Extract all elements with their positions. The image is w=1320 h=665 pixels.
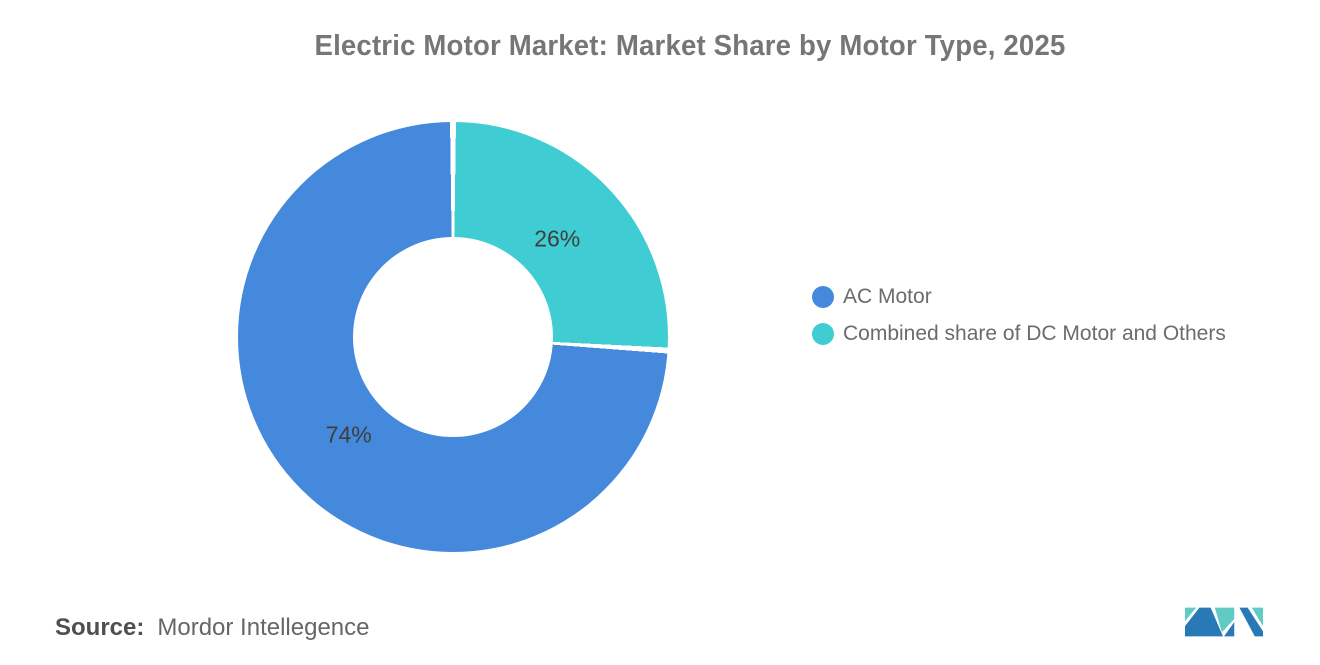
mordor-intelligence-logo xyxy=(1185,607,1263,637)
donut-hole xyxy=(353,237,553,437)
legend-marker-dc-motor-others-icon xyxy=(812,323,834,345)
legend-marker-ac-motor-icon xyxy=(812,286,834,308)
legend-item-dc-motor-others[interactable]: Combined share of DC Motor and Others xyxy=(812,322,1226,346)
source-text: Mordor Intellegence xyxy=(157,614,370,641)
legend: AC Motor Combined share of DC Motor and … xyxy=(812,285,1226,346)
chart-title: Electric Motor Market: Market Share by M… xyxy=(314,30,1066,62)
legend-label-ac-motor: AC Motor xyxy=(843,285,932,308)
data-label-dc-motor-others: 26% xyxy=(534,225,581,252)
legend-label-dc-motor-others: Combined share of DC Motor and Others xyxy=(843,322,1226,345)
data-label-ac-motor: 74% xyxy=(325,421,372,448)
legend-item-ac-motor[interactable]: AC Motor xyxy=(812,285,1226,309)
source-line: Source: Mordor Intellegence xyxy=(55,614,369,642)
source-prefix: Source: xyxy=(55,614,145,641)
